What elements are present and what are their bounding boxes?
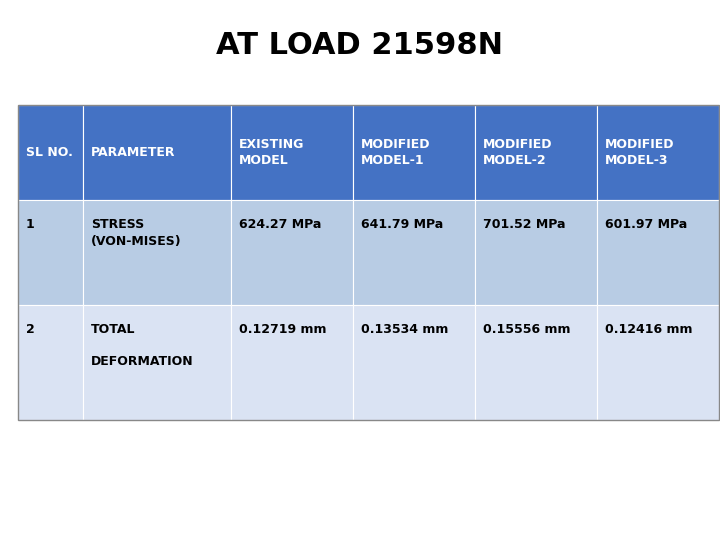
Bar bbox=[475, 105, 597, 200]
Text: 641.79 MPa: 641.79 MPa bbox=[361, 218, 444, 231]
Text: 601.97 MPa: 601.97 MPa bbox=[605, 218, 688, 231]
Text: MODIFIED
MODEL-3: MODIFIED MODEL-3 bbox=[605, 138, 675, 167]
Bar bbox=[597, 200, 719, 305]
Text: STRESS
(VON-MISES): STRESS (VON-MISES) bbox=[91, 218, 181, 248]
Text: 0.13534 mm: 0.13534 mm bbox=[361, 323, 449, 336]
Bar bbox=[597, 305, 719, 420]
Text: 1: 1 bbox=[26, 218, 35, 231]
Bar bbox=[83, 305, 231, 420]
Bar bbox=[475, 305, 597, 420]
Text: 701.52 MPa: 701.52 MPa bbox=[483, 218, 565, 231]
Bar bbox=[231, 305, 353, 420]
Text: 0.12719 mm: 0.12719 mm bbox=[239, 323, 326, 336]
Bar bbox=[353, 105, 475, 200]
Bar bbox=[597, 105, 719, 200]
Bar bbox=[18, 105, 719, 420]
Bar bbox=[83, 200, 231, 305]
Text: 0.15556 mm: 0.15556 mm bbox=[483, 323, 570, 336]
Text: AT LOAD 21598N: AT LOAD 21598N bbox=[217, 30, 503, 59]
Text: PARAMETER: PARAMETER bbox=[91, 146, 176, 159]
Bar bbox=[475, 200, 597, 305]
Bar bbox=[231, 105, 353, 200]
Text: EXISTING
MODEL: EXISTING MODEL bbox=[239, 138, 305, 167]
Bar bbox=[353, 305, 475, 420]
Bar bbox=[18, 105, 83, 200]
Bar bbox=[353, 200, 475, 305]
Text: SL NO.: SL NO. bbox=[26, 146, 73, 159]
Bar bbox=[18, 305, 83, 420]
Text: 624.27 MPa: 624.27 MPa bbox=[239, 218, 321, 231]
Text: 0.12416 mm: 0.12416 mm bbox=[605, 323, 693, 336]
Bar bbox=[231, 200, 353, 305]
Text: TOTAL: TOTAL bbox=[91, 323, 135, 336]
Bar bbox=[83, 105, 231, 200]
Text: DEFORMATION: DEFORMATION bbox=[91, 355, 194, 368]
Text: MODIFIED
MODEL-2: MODIFIED MODEL-2 bbox=[483, 138, 552, 167]
Bar bbox=[18, 200, 83, 305]
Text: MODIFIED
MODEL-1: MODIFIED MODEL-1 bbox=[361, 138, 431, 167]
Text: 2: 2 bbox=[26, 323, 35, 336]
